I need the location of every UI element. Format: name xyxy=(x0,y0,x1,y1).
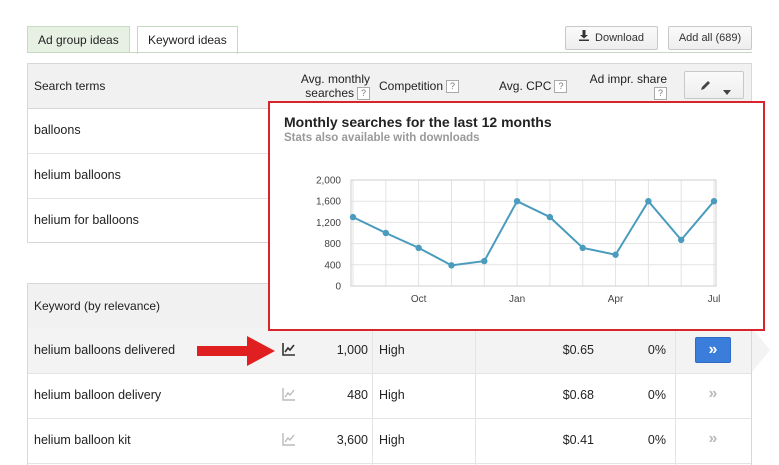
avg-monthly-header: Avg. monthly searches? xyxy=(300,72,370,101)
avg-cpc-value: $0.41 xyxy=(562,433,594,447)
tab-ad-group-ideas[interactable]: Ad group ideas xyxy=(27,26,130,52)
search-term: helium for balloons xyxy=(34,213,139,227)
help-icon[interactable]: ? xyxy=(554,80,568,94)
search-term: balloons xyxy=(34,123,81,137)
help-icon[interactable]: ? xyxy=(654,87,667,101)
search-term: helium balloons xyxy=(34,168,121,182)
data-point xyxy=(579,244,586,252)
data-point xyxy=(612,251,619,258)
trend-chart-icon[interactable] xyxy=(282,343,295,359)
column-divider xyxy=(372,327,373,465)
competition-header: Competition? xyxy=(379,79,460,94)
popup-subtitle: Stats also available with downloads xyxy=(284,132,480,144)
data-point xyxy=(513,198,521,205)
download-icon xyxy=(579,27,590,49)
column-divider xyxy=(475,327,476,465)
add-keyword-button[interactable]: » xyxy=(708,430,718,447)
data-point xyxy=(382,229,390,237)
ad-share-value: 0% xyxy=(647,433,666,447)
y-tick-label: 1,200 xyxy=(316,218,341,229)
keyword-text: helium balloons delivered xyxy=(34,343,176,357)
keyword-row[interactable]: helium balloon delivery 480 High $0.68 0… xyxy=(28,373,751,419)
search-terms-header-label: Search terms xyxy=(34,79,106,93)
annotation-arrow xyxy=(197,336,275,366)
competition-value: High xyxy=(379,433,405,447)
monthly-searches: 3,600 xyxy=(336,433,368,447)
data-point xyxy=(546,213,554,221)
data-point xyxy=(645,198,652,205)
avg-cpc-value: $0.65 xyxy=(562,343,594,357)
help-icon[interactable]: ? xyxy=(357,87,370,101)
monthly-searches-chart: 2,000 1,600 1,200 800 400 0 Oct Jan Apr Jul xyxy=(316,176,721,306)
x-tick-label: Apr xyxy=(608,294,624,305)
popup-title: Monthly searches for the last 12 months xyxy=(284,114,552,130)
y-tick-label: 400 xyxy=(324,260,341,271)
data-point xyxy=(481,257,488,265)
plot-frame xyxy=(350,179,717,287)
y-tick-label: 2,000 xyxy=(316,176,341,187)
download-button[interactable]: Download xyxy=(565,26,658,50)
x-tick-label: Oct xyxy=(411,294,427,305)
y-tick-label: 800 xyxy=(324,239,341,250)
column-divider xyxy=(675,327,676,465)
data-point xyxy=(415,244,422,252)
keyword-row[interactable]: helium balloons delivered 1,000 High $0.… xyxy=(28,328,751,374)
tab-bar-line xyxy=(27,52,752,53)
add-all-button[interactable]: Add all (689) xyxy=(668,26,752,50)
chevron-down-icon xyxy=(723,83,731,98)
pencil-icon xyxy=(700,79,712,94)
ad-share-value: 0% xyxy=(647,343,666,357)
add-keyword-button[interactable]: » xyxy=(695,337,731,363)
help-icon[interactable]: ? xyxy=(446,80,460,94)
tab-keyword-ideas[interactable]: Keyword ideas xyxy=(137,26,238,54)
avg-cpc-value: $0.68 xyxy=(562,388,594,402)
competition-value: High xyxy=(379,388,405,402)
data-point xyxy=(448,262,455,269)
y-tick-label: 1,600 xyxy=(316,197,341,208)
ad-share-value: 0% xyxy=(647,388,666,402)
data-point xyxy=(677,236,685,244)
search-term-row[interactable]: helium for balloons xyxy=(28,198,751,243)
data-point xyxy=(349,213,357,221)
row-pointer xyxy=(752,328,770,372)
keyword-text: helium balloon delivery xyxy=(34,388,162,402)
trend-chart-icon[interactable] xyxy=(282,433,295,449)
monthly-searches: 480 xyxy=(347,388,368,402)
download-label: Download xyxy=(595,32,644,44)
keyword-row[interactable]: helium balloon kit 3,600 High $0.41 0% » xyxy=(28,418,751,464)
x-tick-label: Jul xyxy=(708,294,721,305)
trend-chart-icon[interactable] xyxy=(282,388,295,404)
series-line xyxy=(352,199,715,267)
monthly-searches-popup: Monthly searches for the last 12 months … xyxy=(268,101,765,331)
column-settings-button[interactable] xyxy=(684,71,744,99)
data-point xyxy=(710,198,718,205)
competition-value: High xyxy=(379,343,405,357)
keyword-text: helium balloon kit xyxy=(34,433,131,447)
monthly-searches: 1,000 xyxy=(336,343,368,357)
avg-cpc-header: Avg. CPC? xyxy=(499,79,568,94)
keyword-header-label: Keyword (by relevance) xyxy=(34,299,161,313)
y-tick-label: 0 xyxy=(335,282,341,293)
x-tick-label: Jan xyxy=(509,294,525,305)
ad-impr-share-header: Ad impr. share ? xyxy=(589,72,667,101)
add-keyword-button[interactable]: » xyxy=(708,385,718,402)
